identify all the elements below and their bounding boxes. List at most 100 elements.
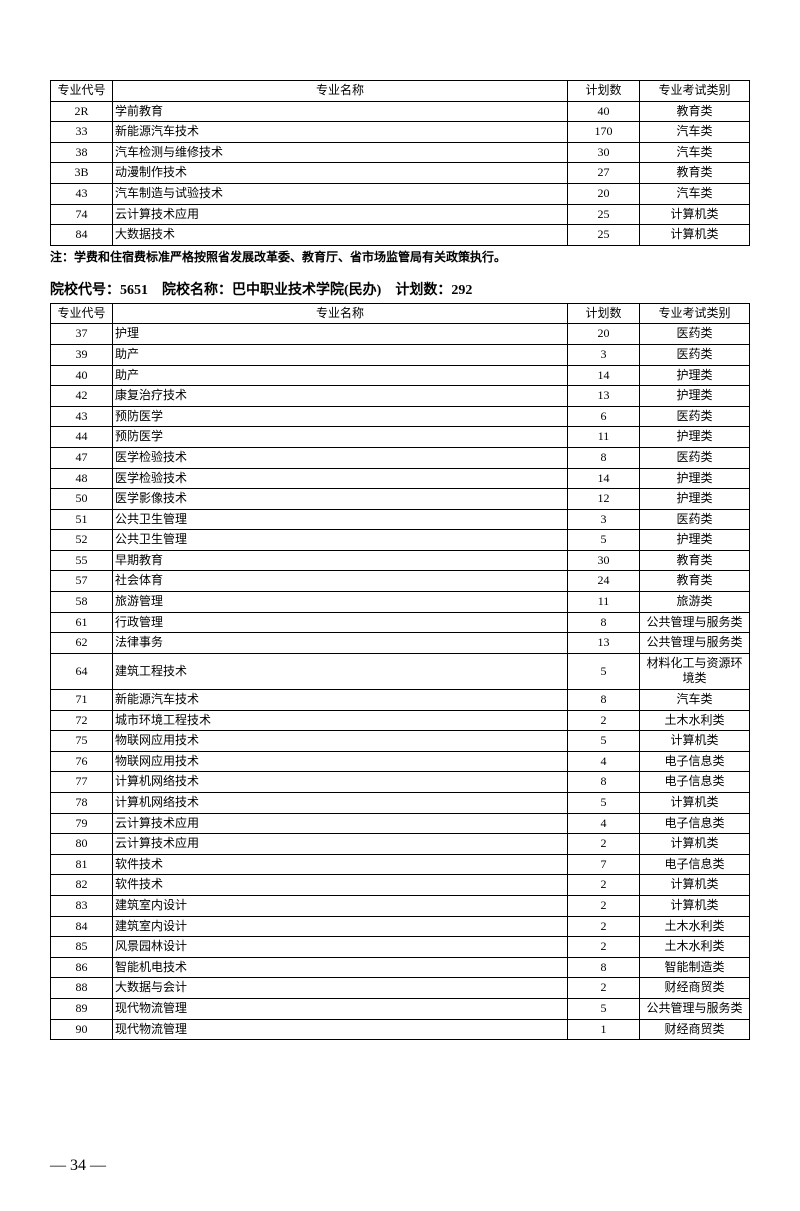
- th-category: 专业考试类别: [640, 303, 750, 324]
- cell-code: 33: [51, 122, 113, 143]
- cell-name: 预防医学: [113, 427, 568, 448]
- cell-category: 计算机类: [640, 895, 750, 916]
- cell-category: 汽车类: [640, 122, 750, 143]
- cell-name: 风景园林设计: [113, 937, 568, 958]
- cell-category: 旅游类: [640, 592, 750, 613]
- table-row: 55早期教育30教育类: [51, 550, 750, 571]
- cell-name: 医学检验技术: [113, 447, 568, 468]
- cell-name: 城市环境工程技术: [113, 710, 568, 731]
- cell-count: 2: [568, 916, 640, 937]
- cell-category: 计算机类: [640, 731, 750, 752]
- cell-category: 教育类: [640, 550, 750, 571]
- table-row: 88大数据与会计2财经商贸类: [51, 978, 750, 999]
- cell-category: 教育类: [640, 163, 750, 184]
- table-row: 39助产3医药类: [51, 344, 750, 365]
- table-row: 51公共卫生管理3医药类: [51, 509, 750, 530]
- th-name: 专业名称: [113, 303, 568, 324]
- cell-code: 58: [51, 592, 113, 613]
- cell-count: 20: [568, 183, 640, 204]
- cell-category: 护理类: [640, 386, 750, 407]
- cell-code: 42: [51, 386, 113, 407]
- cell-category: 土木水利类: [640, 937, 750, 958]
- table-row: 2R学前教育40教育类: [51, 101, 750, 122]
- cell-code: 47: [51, 447, 113, 468]
- cell-count: 3: [568, 509, 640, 530]
- cell-code: 64: [51, 653, 113, 689]
- cell-count: 8: [568, 957, 640, 978]
- table-row: 81软件技术7电子信息类: [51, 854, 750, 875]
- table-row: 50医学影像技术12护理类: [51, 489, 750, 510]
- cell-name: 云计算技术应用: [113, 813, 568, 834]
- cell-code: 84: [51, 225, 113, 246]
- cell-name: 新能源汽车技术: [113, 122, 568, 143]
- cell-category: 护理类: [640, 365, 750, 386]
- table-row: 71新能源汽车技术8汽车类: [51, 690, 750, 711]
- cell-code: 52: [51, 530, 113, 551]
- cell-count: 8: [568, 612, 640, 633]
- cell-name: 预防医学: [113, 406, 568, 427]
- cell-name: 现代物流管理: [113, 1019, 568, 1040]
- cell-code: 43: [51, 183, 113, 204]
- cell-code: 77: [51, 772, 113, 793]
- cell-name: 公共卫生管理: [113, 530, 568, 551]
- cell-code: 88: [51, 978, 113, 999]
- cell-name: 计算机网络技术: [113, 772, 568, 793]
- cell-category: 计算机类: [640, 875, 750, 896]
- cell-category: 材料化工与资源环境类: [640, 653, 750, 689]
- table-row: 43汽车制造与试验技术20汽车类: [51, 183, 750, 204]
- cell-code: 85: [51, 937, 113, 958]
- cell-category: 汽车类: [640, 183, 750, 204]
- cell-category: 公共管理与服务类: [640, 633, 750, 654]
- cell-count: 25: [568, 225, 640, 246]
- cell-count: 2: [568, 710, 640, 731]
- cell-category: 电子信息类: [640, 813, 750, 834]
- cell-name: 旅游管理: [113, 592, 568, 613]
- table-row: 44预防医学11护理类: [51, 427, 750, 448]
- cell-code: 89: [51, 998, 113, 1019]
- cell-count: 20: [568, 324, 640, 345]
- cell-code: 43: [51, 406, 113, 427]
- cell-category: 教育类: [640, 571, 750, 592]
- cell-name: 软件技术: [113, 875, 568, 896]
- th-code: 专业代号: [51, 303, 113, 324]
- table-row: 37护理20医药类: [51, 324, 750, 345]
- table-row: 52公共卫生管理5护理类: [51, 530, 750, 551]
- cell-count: 11: [568, 592, 640, 613]
- cell-category: 医药类: [640, 324, 750, 345]
- cell-code: 84: [51, 916, 113, 937]
- th-count: 计划数: [568, 81, 640, 102]
- table-row: 75物联网应用技术5计算机类: [51, 731, 750, 752]
- cell-count: 2: [568, 895, 640, 916]
- cell-category: 护理类: [640, 530, 750, 551]
- cell-code: 3B: [51, 163, 113, 184]
- cell-count: 14: [568, 365, 640, 386]
- table-row: 47医学检验技术8医药类: [51, 447, 750, 468]
- table-row: 64建筑工程技术5材料化工与资源环境类: [51, 653, 750, 689]
- table-1-header-row: 专业代号 专业名称 计划数 专业考试类别: [51, 81, 750, 102]
- cell-code: 81: [51, 854, 113, 875]
- cell-name: 建筑室内设计: [113, 895, 568, 916]
- cell-count: 2: [568, 978, 640, 999]
- cell-code: 74: [51, 204, 113, 225]
- cell-code: 76: [51, 751, 113, 772]
- cell-category: 电子信息类: [640, 751, 750, 772]
- cell-code: 79: [51, 813, 113, 834]
- cell-count: 25: [568, 204, 640, 225]
- cell-category: 计算机类: [640, 834, 750, 855]
- cell-count: 3: [568, 344, 640, 365]
- cell-code: 80: [51, 834, 113, 855]
- cell-name: 大数据与会计: [113, 978, 568, 999]
- cell-category: 汽车类: [640, 142, 750, 163]
- cell-count: 2: [568, 834, 640, 855]
- th-name: 专业名称: [113, 81, 568, 102]
- table-row: 84建筑室内设计2土木水利类: [51, 916, 750, 937]
- cell-name: 建筑室内设计: [113, 916, 568, 937]
- table-row: 62法律事务13公共管理与服务类: [51, 633, 750, 654]
- table-row: 48医学检验技术14护理类: [51, 468, 750, 489]
- cell-count: 24: [568, 571, 640, 592]
- cell-name: 医学检验技术: [113, 468, 568, 489]
- cell-category: 医药类: [640, 447, 750, 468]
- footnote: 注：学费和住宿费标准严格按照省发展改革委、教育厅、省市场监管局有关政策执行。: [50, 248, 750, 265]
- cell-count: 14: [568, 468, 640, 489]
- table-row: 83建筑室内设计2计算机类: [51, 895, 750, 916]
